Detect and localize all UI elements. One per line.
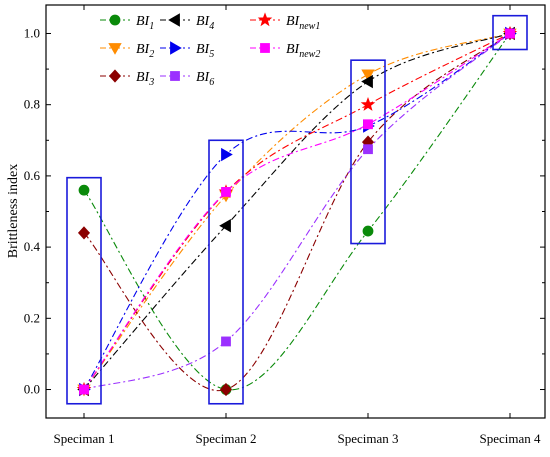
y-tick-label-4: 0.8: [24, 97, 40, 112]
y-tick-label-3: 0.6: [24, 168, 41, 183]
legend-label-main: BI: [196, 42, 211, 57]
legend-label-4: BI4: [196, 14, 214, 32]
point-3-0: [77, 226, 91, 240]
point-new1-2: [360, 97, 376, 111]
legend-label-new2: BInew2: [286, 42, 320, 60]
legend-label-5: BI5: [196, 42, 214, 60]
point-4-2: [361, 74, 373, 89]
legend-marker-4: [168, 13, 180, 27]
y-tick-label-5: 1.0: [24, 25, 40, 40]
legend-item-4: BI4: [160, 13, 214, 32]
point-3-1: [219, 382, 233, 397]
point-1-2: [362, 225, 374, 237]
series-line-2: [83, 32, 511, 390]
legend-label-sub: 1: [149, 21, 154, 32]
series-markers-new2: [79, 28, 515, 395]
legend-marker-3: [108, 69, 122, 83]
series-new1: [83, 32, 511, 390]
series-layer: [76, 25, 518, 397]
legend-item-new2: BInew2: [250, 42, 320, 60]
series-1: [83, 33, 511, 391]
series-line-new2: [83, 33, 511, 390]
series-line-5: [83, 33, 511, 390]
legend-marker-2: [108, 43, 122, 55]
legend-label-sub: 2: [149, 49, 154, 60]
legend-label-sub: 4: [209, 21, 214, 32]
highlight-box-layer: [66, 14, 528, 405]
legend-item-1: BI1: [100, 14, 154, 32]
point-new2-0: [79, 384, 89, 395]
point-new2-3: [505, 28, 515, 39]
legend-marker-new1: [257, 12, 273, 27]
y-axis-label: Brittleness index: [6, 164, 21, 259]
legend-marker-new2: [260, 43, 270, 53]
series-line-6: [83, 33, 511, 391]
series-5: [83, 33, 511, 390]
y-axis: 0.0 0.2 0.4 0.6 0.8 1.0: [24, 25, 545, 397]
legend-marker-5: [170, 41, 182, 55]
highlight-box-1: [208, 139, 244, 405]
legend-item-5: BI5: [160, 41, 214, 60]
series-new2: [83, 33, 511, 390]
legend-label-main: BI: [136, 42, 151, 57]
point-2-2: [361, 69, 375, 82]
highlight-box-2: [350, 59, 386, 245]
series-2: [83, 32, 511, 390]
point-new2-2: [363, 119, 373, 130]
series-line-3: [83, 33, 511, 392]
legend-label-main: BI: [196, 14, 211, 29]
x-tick-label-2: Speciman 3: [337, 431, 398, 446]
legend-label-6: BI6: [196, 70, 214, 88]
legend-label-sub: new2: [299, 49, 320, 60]
legend-item-2: BI2: [100, 42, 154, 60]
legend-label-main: BI: [286, 14, 301, 29]
highlight-box-0: [66, 176, 102, 405]
legend-label-3: BI3: [136, 70, 154, 88]
point-5-1: [221, 147, 233, 162]
legend-label-1: BI1: [136, 14, 154, 32]
series-line-new1: [83, 32, 511, 390]
series-4: [83, 32, 511, 390]
y-tick-label-1: 0.2: [24, 310, 40, 325]
x-axis: Speciman 1 Speciman 2 Speciman 3 Speciman 4: [53, 5, 541, 446]
x-tick-label-0: Speciman 1: [53, 431, 114, 446]
legend-label-sub: 3: [148, 77, 154, 88]
legend-label-sub: 6: [209, 77, 214, 88]
legend-label-main: BI: [286, 42, 301, 57]
x-tick-label-3: Speciman 4: [479, 431, 541, 446]
highlight-box-3: [492, 14, 528, 51]
plot-frame: [45, 4, 546, 419]
legend-label-main: BI: [196, 70, 211, 85]
series-line-1: [83, 33, 511, 391]
legend-label-sub: 5: [209, 49, 214, 60]
x-tick-label-1: Speciman 2: [195, 431, 256, 446]
legend-label-main: BI: [136, 70, 151, 85]
legend-marker-6: [170, 71, 180, 81]
series-line-4: [83, 32, 511, 390]
point-6-2: [363, 144, 373, 155]
series-3: [83, 33, 511, 392]
point-new2-1: [221, 187, 231, 197]
point-4-1: [219, 219, 231, 233]
legend-label-main: BI: [136, 14, 151, 29]
series-6: [83, 33, 511, 391]
legend-item-new1: BInew1: [250, 12, 320, 32]
legend-label-new1: BInew1: [286, 14, 320, 32]
y-tick-label-2: 0.4: [24, 239, 41, 254]
legend-item-6: BI6: [160, 70, 214, 88]
legend-label-2: BI2: [136, 42, 154, 60]
point-6-1: [221, 336, 231, 347]
legend-item-3: BI3: [100, 69, 154, 88]
legend-marker-1: [109, 14, 121, 26]
point-1-0: [78, 184, 90, 196]
y-tick-label-0: 0.0: [24, 382, 40, 397]
legend-label-sub: new1: [299, 21, 320, 32]
